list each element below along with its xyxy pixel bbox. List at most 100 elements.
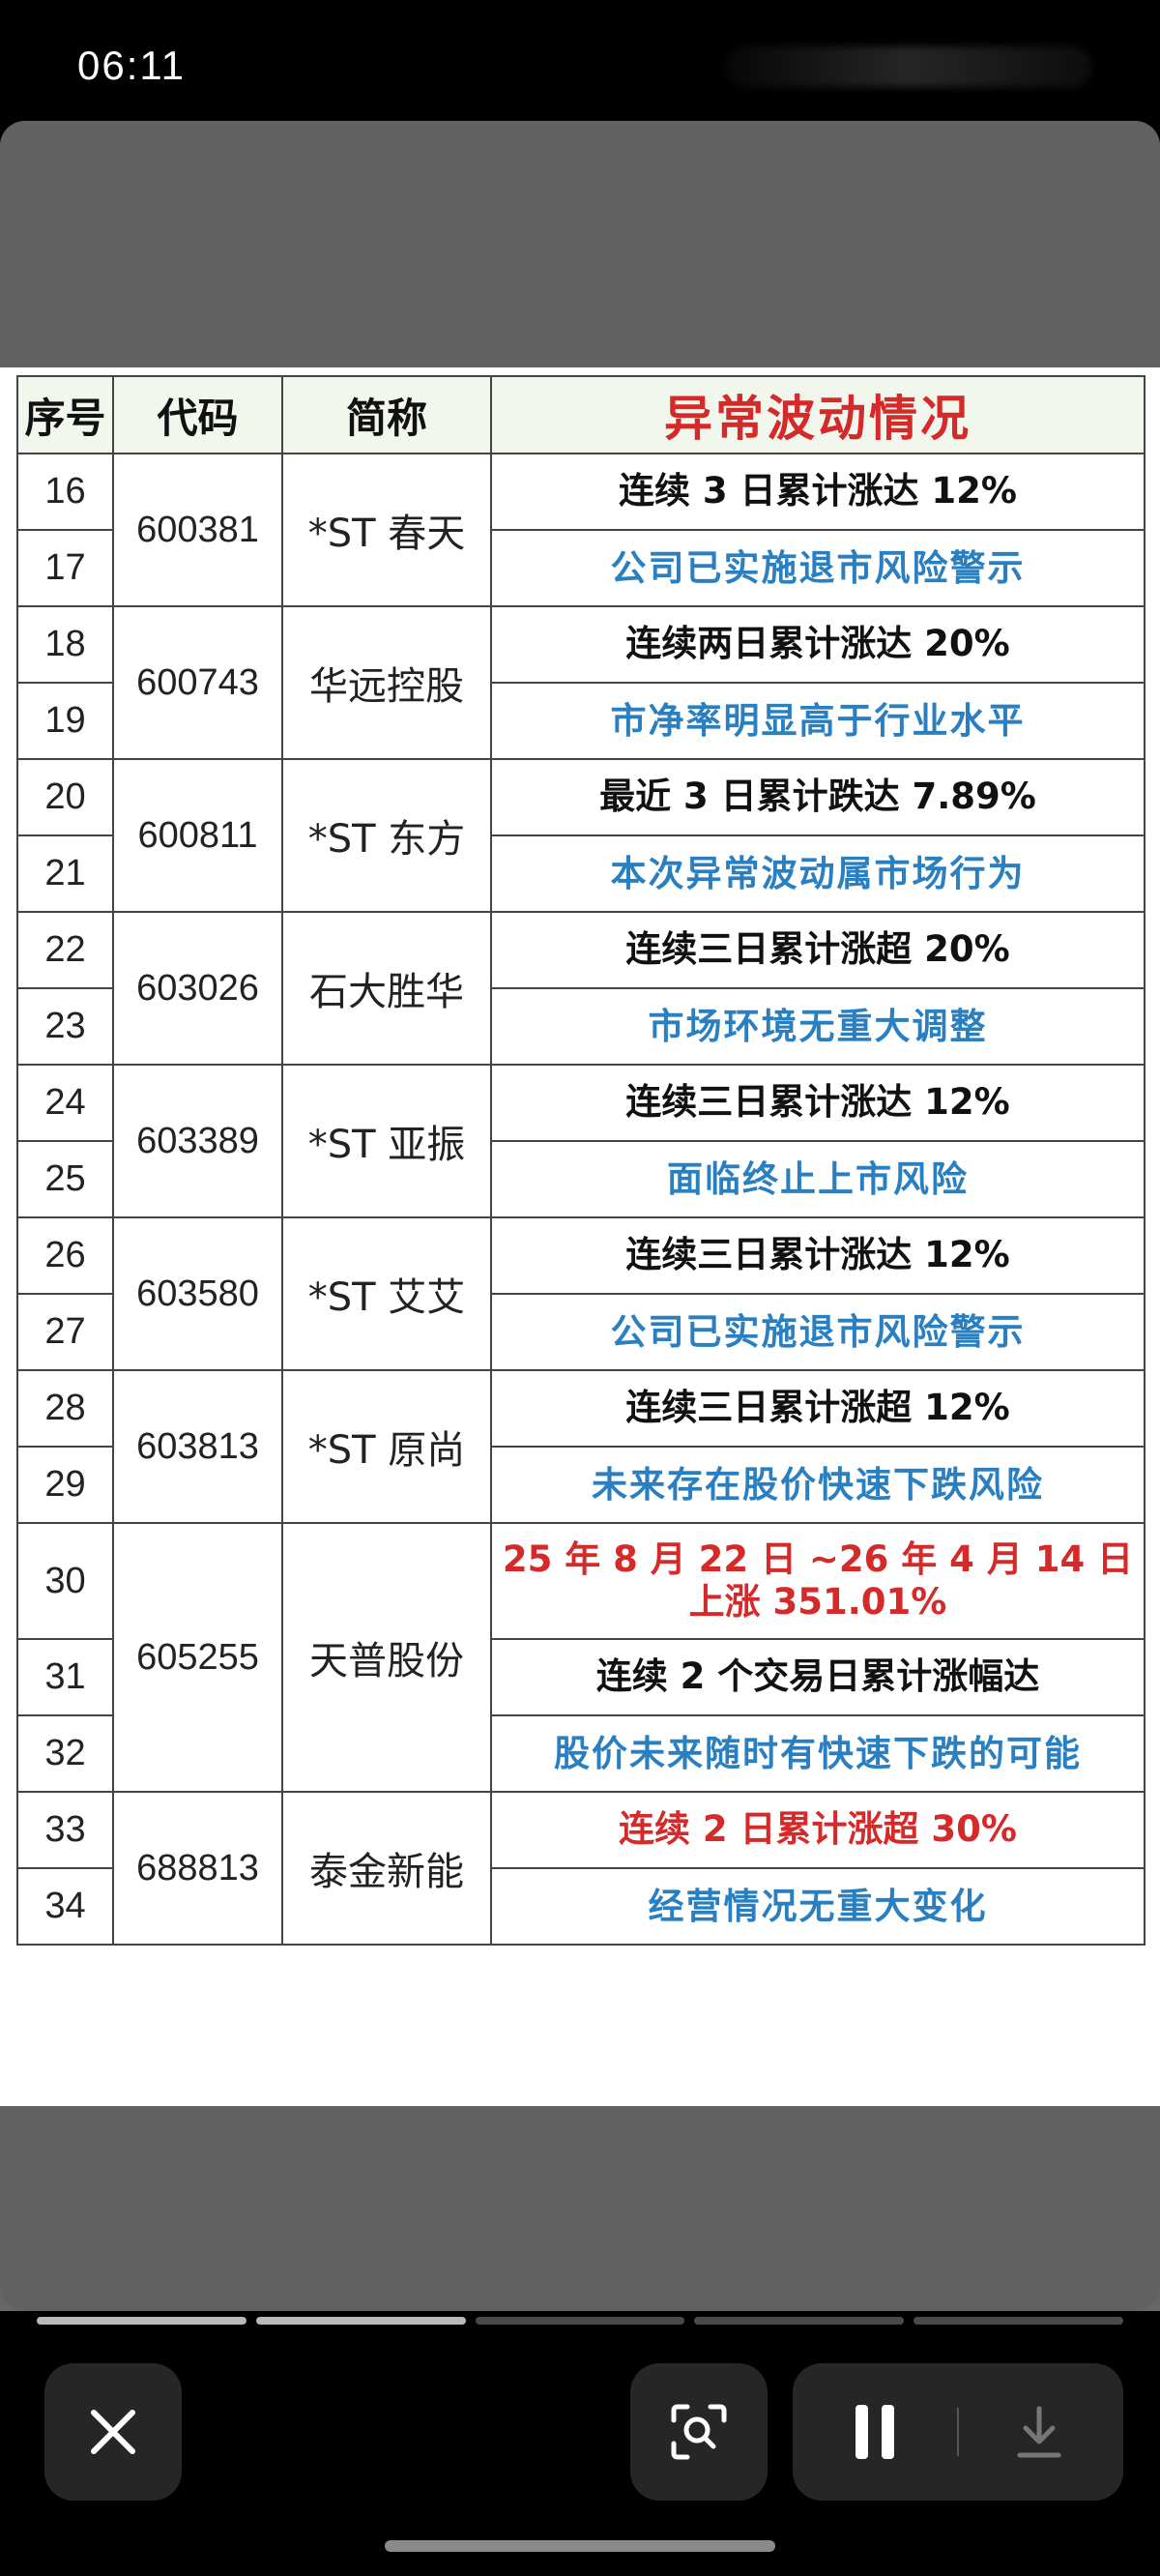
cell-code: 603580 bbox=[112, 1216, 283, 1371]
button-divider bbox=[957, 2408, 959, 2456]
cell-situation: 连续三日累计涨超 12% bbox=[490, 1369, 1146, 1448]
download-icon bbox=[1017, 2406, 1061, 2458]
pause-icon bbox=[856, 2405, 894, 2459]
abnormal-volatility-table: 序号 代码 简称 异常波动情况 16 600381 *ST 春天 连续 3 日累计涨达… bbox=[16, 375, 1146, 1946]
playback-download-group bbox=[793, 2363, 1123, 2501]
table-row: 30 605255 天普股份 25 年 8 月 22 日 ~26 年 4 月 14 日… bbox=[16, 1522, 1146, 1793]
cell-code: 603813 bbox=[112, 1369, 283, 1524]
cell-seq: 30 bbox=[16, 1522, 114, 1640]
progress-segment bbox=[694, 2317, 905, 2325]
table-row: 34 经营情况无重大变化 bbox=[16, 1867, 1146, 1946]
header-seq: 序号 bbox=[16, 375, 114, 454]
cell-seq: 33 bbox=[16, 1791, 114, 1869]
cell-seq: 31 bbox=[16, 1638, 114, 1716]
cell-seq: 27 bbox=[16, 1293, 114, 1371]
cell-situation: 连续三日累计涨超 20% bbox=[490, 911, 1146, 989]
cell-seq: 19 bbox=[16, 682, 114, 760]
cell-name: *ST 原尚 bbox=[281, 1369, 492, 1524]
cell-code: 605255 bbox=[112, 1522, 283, 1793]
table-row: 18 600743 华远控股 连续两日累计涨达 20% bbox=[16, 605, 1146, 760]
progress-segment bbox=[37, 2317, 246, 2325]
status-bar: 06:11 bbox=[0, 0, 1160, 121]
cell-situation: 连续 2 日累计涨超 30% bbox=[490, 1791, 1146, 1869]
download-button[interactable] bbox=[996, 2398, 1083, 2466]
cell-name: 华远控股 bbox=[281, 605, 492, 760]
table-row: 32 股价未来随时有快速下跌的可能 bbox=[16, 1714, 1146, 1793]
cell-situation: 连续 2 个交易日累计涨幅达 bbox=[490, 1638, 1146, 1716]
cell-seq: 32 bbox=[16, 1714, 114, 1793]
viewer-bottom-area bbox=[0, 2106, 1160, 2311]
table-header-row: 序号 代码 简称 异常波动情况 bbox=[16, 375, 1146, 454]
table-row: 22 603026 石大胜华 连续三日累计涨超 20% bbox=[16, 911, 1146, 1066]
table-row: 17 公司已实施退市风险警示 bbox=[16, 529, 1146, 607]
cell-name: 泰金新能 bbox=[281, 1791, 492, 1946]
table-row: 25 面临终止上市风险 bbox=[16, 1140, 1146, 1218]
lens-search-icon bbox=[671, 2404, 727, 2460]
cell-name: *ST 艾艾 bbox=[281, 1216, 492, 1371]
viewed-image: 序号 代码 简称 异常波动情况 16 600381 *ST 春天 连续 3 日累计涨达… bbox=[0, 367, 1160, 2106]
cell-situation: 经营情况无重大变化 bbox=[490, 1867, 1146, 1946]
cell-name: 天普股份 bbox=[281, 1522, 492, 1793]
cell-situation: 本次异常波动属市场行为 bbox=[490, 834, 1146, 913]
table-row: 27 公司已实施退市风险警示 bbox=[16, 1293, 1146, 1371]
cell-situation: 25 年 8 月 22 日 ~26 年 4 月 14 日上涨 351.01% bbox=[490, 1522, 1146, 1640]
header-situation: 异常波动情况 bbox=[490, 375, 1146, 454]
cell-name: *ST 春天 bbox=[281, 453, 492, 607]
cell-seq: 18 bbox=[16, 605, 114, 684]
cell-situation: 连续三日累计涨达 12% bbox=[490, 1064, 1146, 1142]
cell-seq: 21 bbox=[16, 834, 114, 913]
cell-seq: 22 bbox=[16, 911, 114, 989]
close-icon bbox=[91, 2410, 135, 2454]
lens-search-button[interactable] bbox=[630, 2363, 768, 2501]
progress-segment bbox=[914, 2317, 1123, 2325]
progress-segment bbox=[475, 2317, 685, 2325]
cell-code: 600381 bbox=[112, 453, 283, 607]
cell-situation: 市场环境无重大调整 bbox=[490, 987, 1146, 1066]
cell-situation: 连续两日累计涨达 20% bbox=[490, 605, 1146, 684]
pause-button[interactable] bbox=[831, 2398, 918, 2466]
cell-seq: 34 bbox=[16, 1867, 114, 1946]
cell-name: *ST 东方 bbox=[281, 758, 492, 913]
status-icons-blurred bbox=[725, 46, 1092, 87]
cell-seq: 20 bbox=[16, 758, 114, 836]
viewer-top-area bbox=[0, 121, 1160, 367]
cell-situation: 公司已实施退市风险警示 bbox=[490, 1293, 1146, 1371]
table-row: 26 603580 *ST 艾艾 连续三日累计涨达 12% bbox=[16, 1216, 1146, 1371]
status-time: 06:11 bbox=[77, 43, 186, 88]
cell-code: 603389 bbox=[112, 1064, 283, 1218]
home-indicator[interactable] bbox=[385, 2540, 775, 2552]
cell-situation: 股价未来随时有快速下跌的可能 bbox=[490, 1714, 1146, 1793]
cell-name: *ST 亚振 bbox=[281, 1064, 492, 1218]
cell-situation: 连续 3 日累计涨达 12% bbox=[490, 453, 1146, 531]
table-row: 23 市场环境无重大调整 bbox=[16, 987, 1146, 1066]
cell-seq: 24 bbox=[16, 1064, 114, 1142]
cell-code: 600743 bbox=[112, 605, 283, 760]
table-row: 31 连续 2 个交易日累计涨幅达 bbox=[16, 1638, 1146, 1716]
cell-situation: 最近 3 日累计跌达 7.89% bbox=[490, 758, 1146, 836]
table-row: 16 600381 *ST 春天 连续 3 日累计涨达 12% bbox=[16, 453, 1146, 607]
table-row: 33 688813 泰金新能 连续 2 日累计涨超 30% bbox=[16, 1791, 1146, 1946]
viewer-controls bbox=[0, 2359, 1160, 2504]
cell-code: 600811 bbox=[112, 758, 283, 913]
story-progress bbox=[37, 2317, 1123, 2325]
cell-situation: 公司已实施退市风险警示 bbox=[490, 529, 1146, 607]
cell-seq: 17 bbox=[16, 529, 114, 607]
header-name: 简称 bbox=[281, 375, 492, 454]
close-button[interactable] bbox=[44, 2363, 182, 2501]
cell-name: 石大胜华 bbox=[281, 911, 492, 1066]
cell-code: 603026 bbox=[112, 911, 283, 1066]
cell-code: 688813 bbox=[112, 1791, 283, 1946]
table-row: 20 600811 *ST 东方 最近 3 日累计跌达 7.89% bbox=[16, 758, 1146, 913]
cell-seq: 23 bbox=[16, 987, 114, 1066]
cell-situation: 连续三日累计涨达 12% bbox=[490, 1216, 1146, 1295]
cell-seq: 25 bbox=[16, 1140, 114, 1218]
table-row: 19 市净率明显高于行业水平 bbox=[16, 682, 1146, 760]
table-row: 21 本次异常波动属市场行为 bbox=[16, 834, 1146, 913]
cell-seq: 26 bbox=[16, 1216, 114, 1295]
cell-seq: 28 bbox=[16, 1369, 114, 1448]
cell-situation: 市净率明显高于行业水平 bbox=[490, 682, 1146, 760]
table-row: 29 未来存在股价快速下跌风险 bbox=[16, 1446, 1146, 1524]
cell-seq: 29 bbox=[16, 1446, 114, 1524]
progress-segment bbox=[255, 2317, 466, 2325]
table-row: 24 603389 *ST 亚振 连续三日累计涨达 12% bbox=[16, 1064, 1146, 1218]
